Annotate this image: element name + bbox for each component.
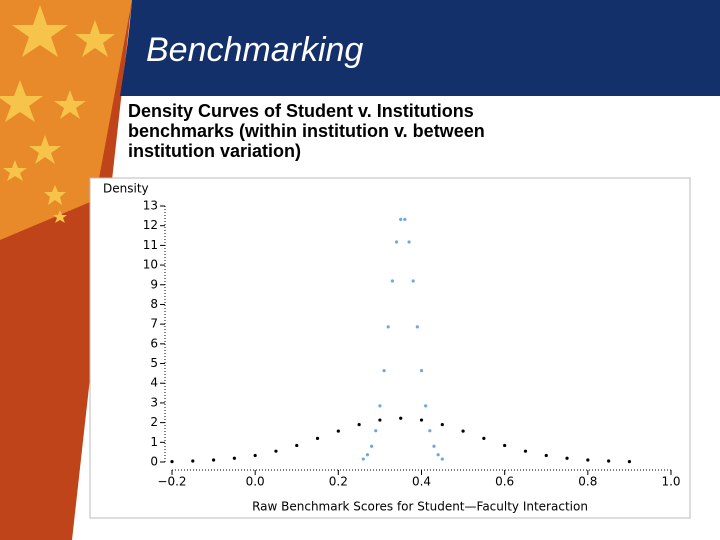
header-bar [120, 0, 720, 96]
data-point [627, 460, 632, 464]
data-point [565, 456, 569, 460]
data-point [390, 279, 394, 283]
data-point [232, 456, 236, 460]
data-point [415, 325, 419, 329]
y-tick-label: 4 [150, 376, 158, 390]
data-point [407, 240, 411, 244]
y-tick-label: 8 [150, 297, 158, 311]
y-tick-label: 1 [150, 435, 158, 449]
chart-frame [89, 177, 691, 519]
side-band-light [0, 0, 132, 240]
stars [0, 5, 115, 223]
data-point [274, 449, 278, 453]
data-point [586, 458, 590, 462]
data-point [336, 429, 340, 433]
data-point [378, 418, 382, 422]
data-point [399, 416, 403, 420]
data-point [399, 217, 403, 221]
data-point [440, 457, 444, 461]
data-point [432, 444, 436, 448]
y-tick-label: 3 [150, 395, 158, 409]
x-tick-label: 0.2 [329, 475, 348, 489]
data-point [361, 457, 365, 461]
data-point [544, 453, 548, 458]
star [54, 90, 86, 119]
data-point [403, 217, 407, 221]
data-point [295, 443, 299, 448]
data-point [378, 404, 382, 408]
x-tick-label: 0.0 [246, 475, 265, 489]
data-point [370, 444, 374, 448]
y-tick-label: 13 [143, 199, 158, 213]
x-tick-label: 0.8 [578, 475, 597, 489]
data-point [440, 422, 444, 427]
data-point [394, 240, 399, 244]
y-tick-label: 5 [150, 356, 158, 370]
star [3, 160, 27, 181]
star [44, 185, 66, 205]
star [29, 135, 61, 164]
x-tick-label: 0.6 [495, 475, 514, 489]
data-point [607, 459, 611, 463]
subtitle: Density Curves of Student v. Institution… [128, 101, 485, 161]
y-tick-label: 10 [143, 258, 158, 272]
data-point [419, 418, 424, 422]
data-point [365, 453, 370, 457]
y-tick-label: 11 [143, 238, 158, 252]
star [12, 5, 68, 57]
x-tick-label: −0.2 [157, 475, 186, 489]
x-tick-label: 0.4 [412, 475, 431, 489]
x-tick-label: 1.0 [661, 475, 680, 489]
subtitle-line: institution variation) [128, 141, 301, 161]
subtitle-line: Density Curves of Student v. Institution… [128, 101, 474, 121]
data-point [503, 443, 507, 448]
data-point [523, 449, 528, 453]
data-point [411, 279, 415, 283]
star [75, 20, 115, 57]
x-axis-label: Raw Benchmark Scores for Student—Faculty… [252, 500, 588, 514]
data-point [357, 422, 361, 427]
data-point [253, 453, 257, 458]
y-tick-label: 12 [143, 218, 158, 232]
y-tick-label: 2 [150, 415, 158, 429]
y-axis-label: Density [103, 182, 149, 196]
data-point [419, 369, 424, 373]
data-point [374, 429, 378, 433]
subtitle-line: benchmarks (within institution v. betwee… [128, 121, 485, 141]
y-tick-label: 0 [150, 455, 158, 469]
y-tick-label: 6 [150, 336, 158, 350]
slide-title: Benchmarking [146, 31, 363, 69]
data-point [424, 404, 428, 408]
data-point [315, 436, 320, 440]
star [0, 80, 43, 122]
y-tick-label: 9 [150, 277, 158, 291]
data-point [386, 325, 390, 329]
data-point [482, 436, 486, 440]
y-tick-label: 7 [150, 317, 158, 331]
star [53, 210, 67, 223]
data-point [436, 453, 440, 457]
chart: Density Raw Benchmark Scores for Student… [89, 177, 691, 519]
data-point [191, 459, 195, 463]
data-point [428, 429, 432, 433]
data-point [461, 429, 465, 433]
data-point [170, 460, 174, 464]
data-point [382, 369, 386, 373]
data-point [211, 458, 216, 462]
